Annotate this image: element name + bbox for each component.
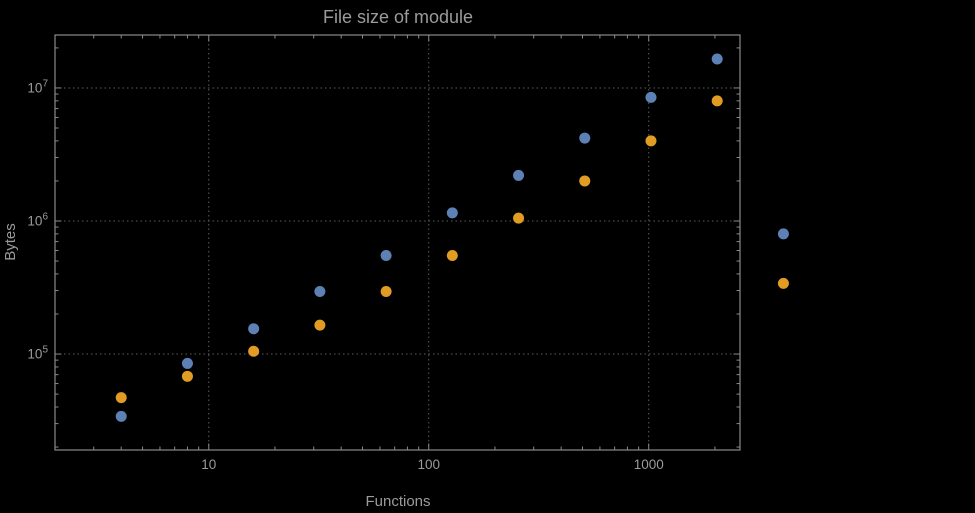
frame-layer — [54, 34, 741, 451]
data-point-blue — [181, 357, 193, 369]
data-point-orange — [579, 175, 591, 187]
data-point-blue — [711, 53, 723, 65]
data-points-layer — [115, 53, 789, 422]
data-point-blue — [645, 91, 657, 103]
data-point-blue — [446, 207, 458, 219]
data-point-blue — [579, 132, 591, 144]
data-point-orange — [711, 95, 723, 107]
data-point-blue — [513, 169, 525, 181]
x-tick-label: 100 — [417, 457, 440, 472]
ticks-layer — [55, 35, 740, 450]
data-point-blue — [115, 410, 127, 422]
data-point-blue — [777, 228, 789, 240]
x-tick-label: 10 — [201, 457, 216, 472]
gridlines-layer — [55, 35, 740, 450]
chart-title: File size of module — [323, 7, 473, 27]
data-point-orange — [777, 277, 789, 289]
x-tick-label: 1000 — [634, 457, 664, 472]
x-axis-label: Functions — [365, 493, 430, 510]
plot-frame — [54, 34, 741, 451]
data-point-orange — [645, 135, 657, 147]
data-point-orange — [115, 392, 127, 404]
data-point-orange — [248, 345, 260, 357]
tick-labels-layer: 10 100 1000 105 106 107 — [27, 78, 663, 472]
data-point-orange — [181, 370, 193, 382]
data-point-blue — [248, 323, 260, 335]
data-point-blue — [380, 250, 392, 262]
y-axis-label: Bytes — [2, 223, 19, 261]
data-point-orange — [314, 319, 326, 331]
y-tick-label: 105 — [27, 345, 48, 362]
data-point-orange — [380, 286, 392, 298]
y-tick-label: 106 — [27, 211, 48, 228]
data-point-orange — [513, 212, 525, 224]
y-tick-label: 107 — [27, 78, 48, 95]
data-point-blue — [314, 286, 326, 298]
data-point-orange — [446, 250, 458, 262]
